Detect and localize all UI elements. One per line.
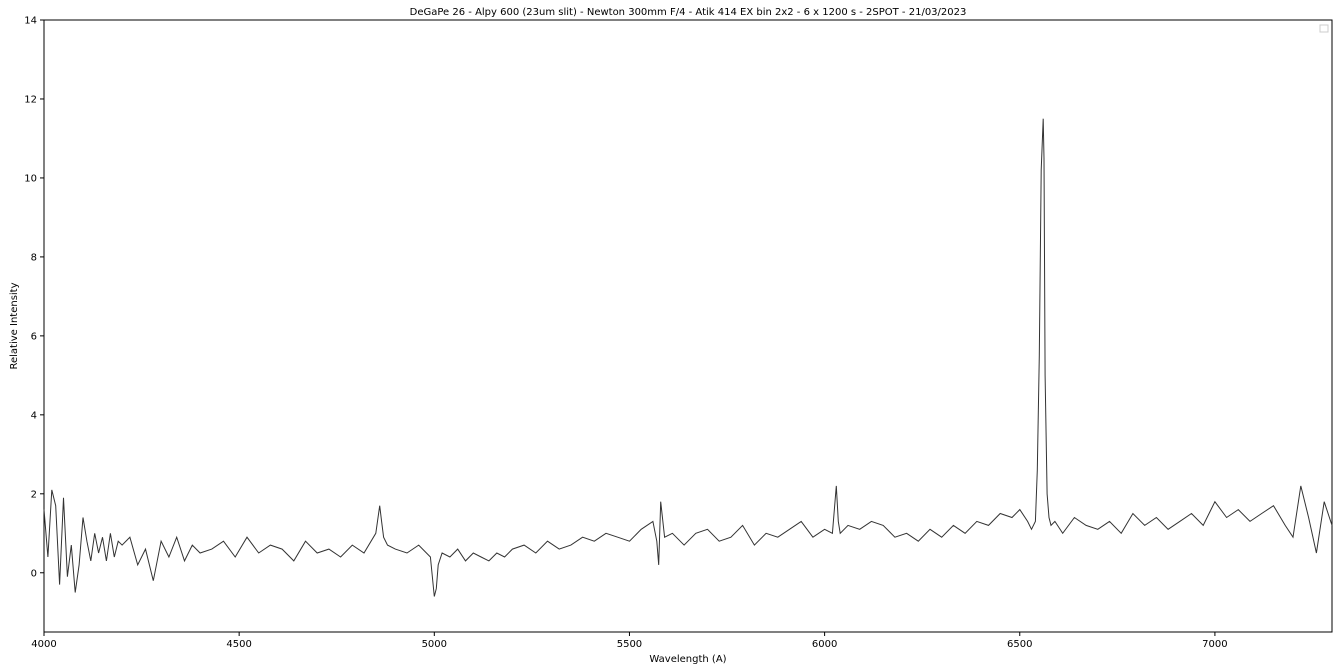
x-axis: 4000 4500 5000 5500 6000 6500 7000 (31, 632, 1228, 650)
y-tick-label: 6 (31, 331, 37, 342)
x-tick-label: 6000 (812, 639, 837, 650)
x-tick-label: 5000 (422, 639, 447, 650)
x-tick-label: 4000 (31, 639, 56, 650)
legend-box (1319, 24, 1329, 33)
spectrum-line (43, 118, 1333, 597)
x-tick-label: 7000 (1202, 639, 1227, 650)
y-tick-label: 12 (24, 94, 37, 105)
y-axis: 0 2 4 6 8 10 12 14 (24, 16, 44, 579)
y-tick-label: 0 (31, 568, 37, 579)
y-tick-label: 4 (31, 410, 37, 421)
y-axis-label: Relative Intensity (9, 282, 20, 369)
plot-frame (43, 19, 1333, 633)
y-tick-label: 8 (31, 252, 37, 263)
x-tick-label: 6500 (1007, 639, 1032, 650)
x-tick-label: 4500 (226, 639, 251, 650)
x-tick-label: 5500 (617, 639, 642, 650)
y-tick-label: 14 (24, 16, 37, 27)
chart-title: DeGaPe 26 - Alpy 600 (23um slit) - Newto… (410, 7, 967, 18)
y-tick-label: 10 (24, 173, 37, 184)
y-tick-label: 2 (31, 489, 37, 500)
x-axis-label: Wavelength (A) (649, 654, 726, 665)
